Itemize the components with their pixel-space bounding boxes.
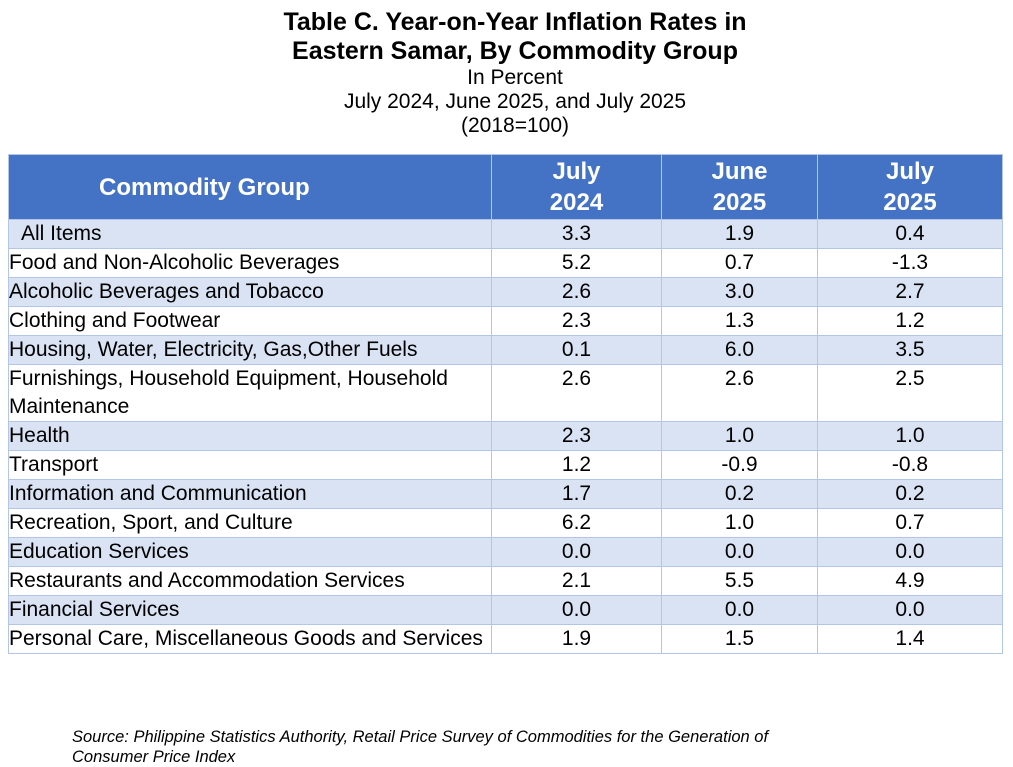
table-heading: Table C. Year-on-Year Inflation Rates in… bbox=[0, 8, 1013, 138]
table-row: All Items 3.3 1.9 0.4 bbox=[8, 219, 1003, 249]
row-label: Health bbox=[8, 421, 492, 451]
table-row: Furnishings, Household Equipment, Househ… bbox=[8, 364, 1003, 422]
table-row: Recreation, Sport, and Culture 6.2 1.0 0… bbox=[8, 508, 1003, 538]
cell-value: -1.3 bbox=[817, 248, 1003, 278]
cell-value: 1.3 bbox=[661, 306, 818, 336]
cell-value: 2.5 bbox=[817, 364, 1003, 422]
cell-value: 5.5 bbox=[661, 566, 818, 596]
cell-value: 1.9 bbox=[491, 624, 662, 654]
cell-value: 0.2 bbox=[817, 479, 1003, 509]
table-periods: July 2024, June 2025, and July 2025 bbox=[343, 90, 687, 113]
cell-value: 0.1 bbox=[491, 335, 662, 365]
table-row: Information and Communication 1.7 0.2 0.… bbox=[8, 479, 1003, 509]
cell-value: 4.9 bbox=[817, 566, 1003, 596]
cell-value: 0.0 bbox=[491, 537, 662, 567]
cell-value: 6.0 bbox=[661, 335, 818, 365]
cell-value: 0.7 bbox=[661, 248, 818, 278]
row-label: Transport bbox=[8, 450, 492, 480]
cell-value: -0.8 bbox=[817, 450, 1003, 480]
cell-value: 0.0 bbox=[661, 537, 818, 567]
row-label: Personal Care, Miscellaneous Goods and S… bbox=[8, 624, 492, 654]
cell-value: 3.3 bbox=[491, 219, 662, 249]
row-label: Clothing and Footwear bbox=[8, 306, 492, 336]
row-label: Restaurants and Accommodation Services bbox=[8, 566, 492, 596]
header-row: Commodity Group July 2024 June 2025 July… bbox=[8, 154, 1003, 220]
cell-value: 1.4 bbox=[817, 624, 1003, 654]
cell-value: 0.0 bbox=[661, 595, 818, 625]
row-label: All Items bbox=[8, 219, 492, 249]
table-row: Transport 1.2 -0.9 -0.8 bbox=[8, 450, 1003, 480]
cell-value: 3.5 bbox=[817, 335, 1003, 365]
table-title-line-1: Table C. Year-on-Year Inflation Rates in bbox=[283, 8, 747, 36]
cell-value: 2.3 bbox=[491, 421, 662, 451]
header-commodity-group: Commodity Group bbox=[8, 154, 492, 220]
header-col-1-month: July bbox=[552, 158, 601, 185]
row-label: Housing, Water, Electricity, Gas,Other F… bbox=[8, 335, 492, 365]
cell-value: 1.0 bbox=[661, 508, 818, 538]
cell-value: 1.2 bbox=[491, 450, 662, 480]
table-row: Personal Care, Miscellaneous Goods and S… bbox=[8, 624, 1003, 654]
cell-value: 0.2 bbox=[661, 479, 818, 509]
cell-value: 0.7 bbox=[817, 508, 1003, 538]
header-col-3: July 2025 bbox=[817, 154, 1003, 220]
header-col-2-year: 2025 bbox=[712, 189, 767, 216]
row-label: Financial Services bbox=[8, 595, 492, 625]
table-unit: In Percent bbox=[467, 66, 563, 89]
cell-value: 1.5 bbox=[661, 624, 818, 654]
cell-value: 1.7 bbox=[491, 479, 662, 509]
header-col-2-month: June bbox=[711, 158, 768, 185]
inflation-table: Commodity Group July 2024 June 2025 July… bbox=[8, 154, 1003, 654]
table-row: Education Services 0.0 0.0 0.0 bbox=[8, 537, 1003, 567]
header-col-1-year: 2024 bbox=[549, 189, 604, 216]
source-note-line-1: Source: Philippine Statistics Authority,… bbox=[72, 728, 769, 746]
cell-value: 1.2 bbox=[817, 306, 1003, 336]
source-note-line-2: Consumer Price Index bbox=[72, 748, 236, 766]
cell-value: 1.9 bbox=[661, 219, 818, 249]
cell-value: 5.2 bbox=[491, 248, 662, 278]
table-base-year: (2018=100) bbox=[460, 114, 569, 137]
cell-value: -0.9 bbox=[661, 450, 818, 480]
cell-value: 1.0 bbox=[661, 421, 818, 451]
table-row: Health 2.3 1.0 1.0 bbox=[8, 421, 1003, 451]
cell-value: 2.6 bbox=[491, 364, 662, 422]
cell-value: 2.6 bbox=[491, 277, 662, 307]
row-label: Alcoholic Beverages and Tobacco bbox=[8, 277, 492, 307]
table-title-line-2: Eastern Samar, By Commodity Group bbox=[292, 37, 738, 65]
header-col-2: June 2025 bbox=[661, 154, 818, 220]
table-row: Clothing and Footwear 2.3 1.3 1.2 bbox=[8, 306, 1003, 336]
row-label: Recreation, Sport, and Culture bbox=[8, 508, 492, 538]
table-row: Food and Non-Alcoholic Beverages 5.2 0.7… bbox=[8, 248, 1003, 278]
row-label: Food and Non-Alcoholic Beverages bbox=[8, 248, 492, 278]
source-note: Source: Philippine Statistics Authority,… bbox=[72, 727, 892, 767]
row-label: Information and Communication bbox=[8, 479, 492, 509]
cell-value: 3.0 bbox=[661, 277, 818, 307]
row-label: Furnishings, Household Equipment, Househ… bbox=[8, 364, 492, 422]
cell-value: 1.0 bbox=[817, 421, 1003, 451]
header-col-3-year: 2025 bbox=[883, 189, 937, 216]
table-row: Financial Services 0.0 0.0 0.0 bbox=[8, 595, 1003, 625]
cell-value: 2.7 bbox=[817, 277, 1003, 307]
header-col-1: July 2024 bbox=[491, 154, 662, 220]
cell-value: 2.3 bbox=[491, 306, 662, 336]
table-row: Restaurants and Accommodation Services 2… bbox=[8, 566, 1003, 596]
cell-value: 0.4 bbox=[817, 219, 1003, 249]
row-label: Education Services bbox=[8, 537, 492, 567]
cell-value: 2.6 bbox=[661, 364, 818, 422]
cell-value: 0.0 bbox=[817, 537, 1003, 567]
cell-value: 2.1 bbox=[491, 566, 662, 596]
cell-value: 0.0 bbox=[491, 595, 662, 625]
cell-value: 6.2 bbox=[491, 508, 662, 538]
table-row: Alcoholic Beverages and Tobacco 2.6 3.0 … bbox=[8, 277, 1003, 307]
table-row: Housing, Water, Electricity, Gas,Other F… bbox=[8, 335, 1003, 365]
header-col-3-month: July bbox=[885, 158, 935, 185]
cell-value: 0.0 bbox=[817, 595, 1003, 625]
